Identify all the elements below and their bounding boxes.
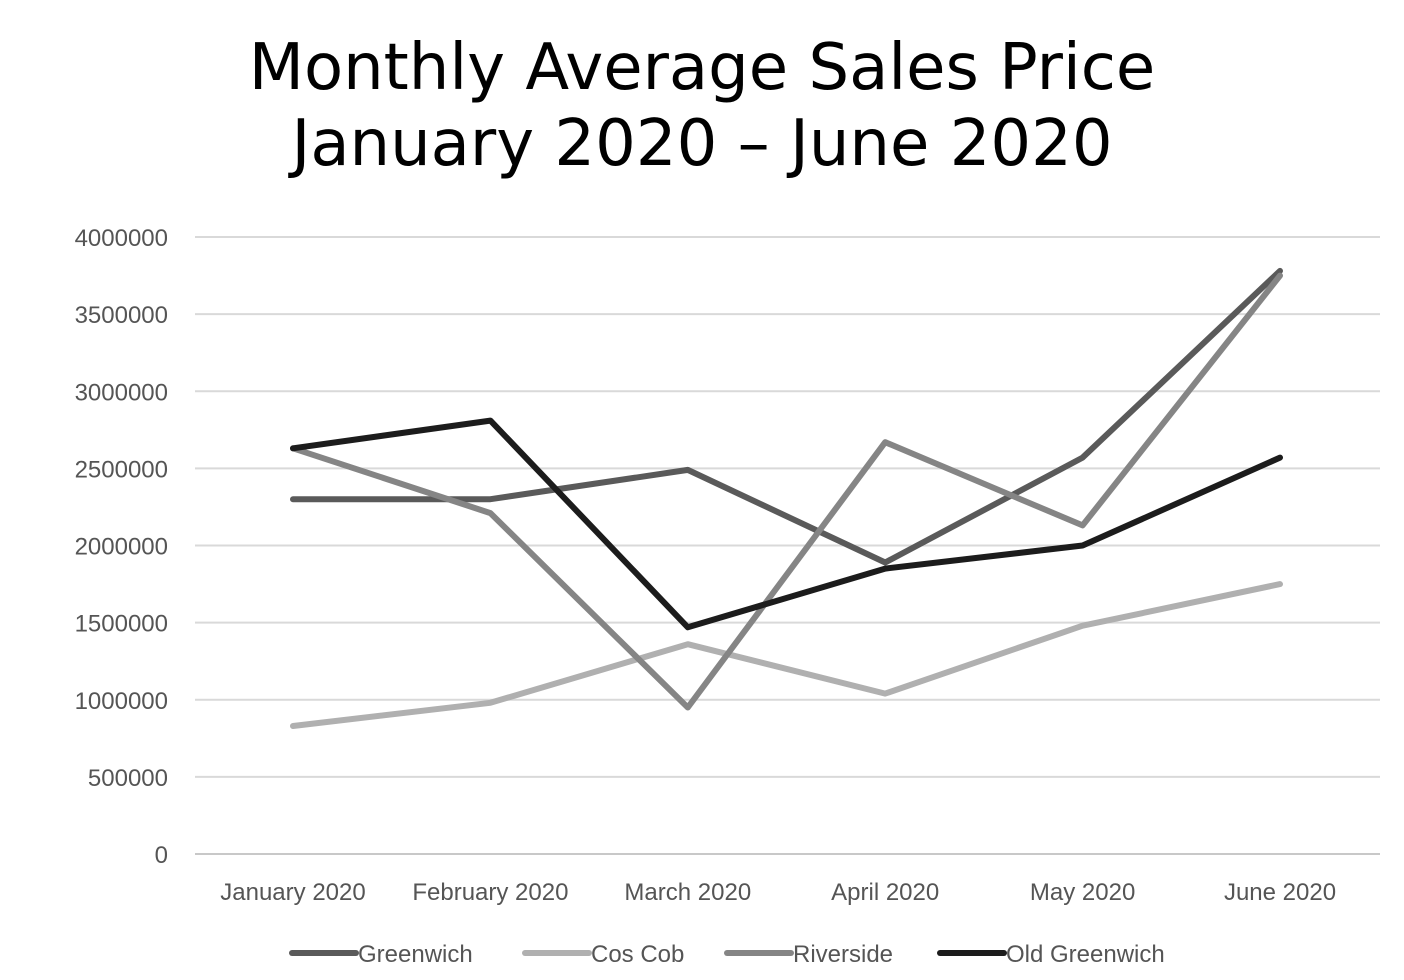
series-line-riverside (290, 272, 1283, 711)
y-tick-label: 1000000 (75, 688, 168, 715)
y-tick-label: 3000000 (75, 379, 168, 406)
gridlines (195, 236, 1380, 855)
y-tick-label: 2000000 (75, 534, 168, 561)
y-tick-label: 500000 (88, 765, 168, 792)
x-tick-label: April 2020 (831, 879, 939, 906)
series-line-old-greenwich (290, 417, 1283, 631)
series-line-cos-cob (290, 581, 1283, 729)
legend: Greenwich Cos Cob Riverside Old Greenwich (289, 941, 1165, 968)
x-axis-tick-labels: January 2020 February 2020 March 2020 April… (220, 879, 1336, 906)
legend-label-old-greenwich: Old Greenwich (1006, 941, 1165, 968)
y-tick-label: 2500000 (75, 456, 168, 483)
x-tick-label: May 2020 (1030, 879, 1135, 906)
y-tick-label: 0 (155, 842, 168, 869)
legend-label-greenwich: Greenwich (358, 941, 473, 968)
y-tick-label: 4000000 (75, 225, 168, 252)
chart-title-block: Monthly Average Sales Price January 2020… (0, 30, 1404, 182)
y-tick-label: 1500000 (75, 611, 168, 638)
chart-title: Monthly Average Sales Price (248, 31, 1156, 105)
x-tick-label: January 2020 (220, 879, 365, 906)
legend-label-cos-cob: Cos Cob (591, 941, 684, 968)
series-lines (290, 267, 1283, 729)
legend-label-riverside: Riverside (793, 941, 893, 968)
chart-subtitle: January 2020 – June 2020 (291, 107, 1113, 181)
x-tick-label: March 2020 (624, 879, 751, 906)
y-axis-tick-labels: 0 500000 1000000 1500000 2000000 2500000 30000… (75, 225, 168, 869)
x-tick-label: February 2020 (412, 879, 568, 906)
y-tick-label: 3500000 (75, 302, 168, 329)
x-tick-label: June 2020 (1224, 879, 1336, 906)
